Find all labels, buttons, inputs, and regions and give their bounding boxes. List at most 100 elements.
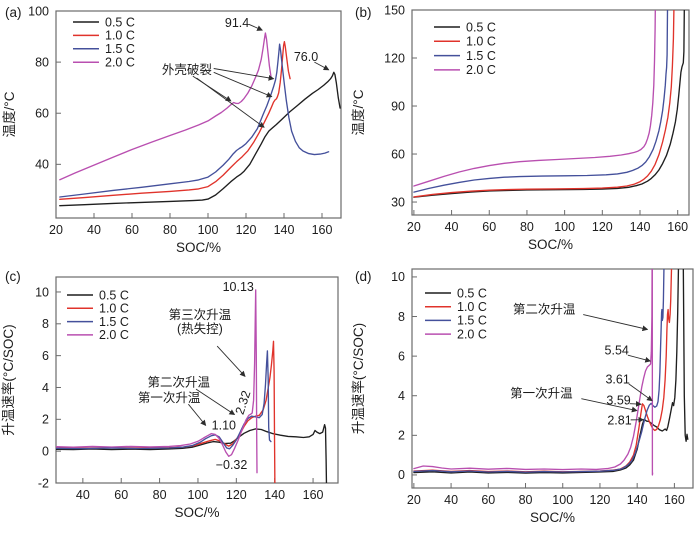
x-tick-label: 60 [482, 220, 496, 234]
y-axis-label: 升温速率(°C/SOC) [350, 323, 366, 434]
x-tick-label: 40 [445, 220, 459, 234]
y-tick-label: 150 [384, 3, 405, 17]
y-tick-label: 120 [384, 51, 405, 65]
panel-label-c: (c) [5, 269, 21, 284]
y-tick-label: 8 [42, 317, 49, 331]
x-tick-label: 140 [274, 223, 295, 237]
legend-label-1.5C: 1.5 C [105, 42, 135, 56]
annotation-text: 1.10 [212, 418, 236, 432]
legend-label-0.5C: 0.5 C [466, 20, 496, 34]
annotation-text: 第三次升温(热失控) [169, 308, 232, 336]
x-tick-label: 40 [444, 493, 458, 507]
x-tick-label: 40 [76, 488, 90, 502]
legend-label-0.5C: 0.5 C [105, 15, 135, 29]
panel-label-b: (b) [355, 5, 372, 20]
series-line-0.5C [414, 10, 684, 197]
series-line-1.5C [414, 10, 668, 192]
y-tick-label: 2 [398, 429, 405, 443]
annotation-text: 第一次升温 [510, 387, 573, 401]
annotation-arrow [217, 346, 245, 376]
y-tick-label: 10 [391, 270, 405, 284]
legend-label-1.5C: 1.5 C [466, 49, 496, 63]
x-tick-label: 80 [520, 220, 534, 234]
y-axis-label: 升温速率(°C/SOC) [0, 324, 16, 435]
x-tick-label: 20 [407, 220, 421, 234]
y-tick-label: 8 [398, 310, 405, 324]
legend-label-1.0C: 1.0 C [466, 35, 496, 49]
annotation-arrow [197, 78, 264, 127]
x-tick-label: 40 [87, 223, 101, 237]
annotation-text: 2.32 [233, 389, 254, 417]
annotation-text: 5.54 [605, 344, 629, 358]
legend-label-1.5C: 1.5 C [457, 314, 487, 328]
annotation-arrow [196, 389, 234, 414]
x-tick-label: 80 [163, 223, 177, 237]
series-line-2.0C [414, 10, 655, 186]
annotation-arrow [628, 355, 650, 361]
series-line-0.5C [60, 72, 340, 205]
y-tick-label: 30 [391, 195, 405, 209]
annotation-text: 第一次升温 [138, 391, 201, 405]
x-tick-label: 100 [554, 220, 575, 234]
annotation-arrow [630, 404, 641, 405]
y-tick-label: -2 [38, 476, 49, 490]
annotation-arrow [188, 404, 205, 425]
y-tick-label: 10 [35, 285, 49, 299]
legend-label-1.0C: 1.0 C [99, 302, 129, 316]
series-line-2.0C [60, 33, 271, 180]
x-axis-label: SOC/% [530, 510, 575, 525]
annotation-text: 3.61 [605, 372, 629, 386]
x-tick-label: 100 [198, 223, 219, 237]
annotation-text: 10.13 [223, 280, 254, 294]
x-tick-label: 60 [125, 223, 139, 237]
y-tick-label: 4 [42, 381, 49, 395]
panel-label-d: (d) [355, 269, 372, 284]
legend-label-0.5C: 0.5 C [457, 286, 487, 300]
x-tick-label: 120 [236, 223, 257, 237]
x-axis-label: SOC/% [174, 505, 219, 520]
y-tick-label: 0 [398, 468, 405, 482]
y-tick-label: 40 [35, 158, 49, 172]
x-tick-label: 20 [407, 493, 421, 507]
annotation-text: 第二次升温 [148, 376, 211, 390]
x-axis-label: SOC/% [528, 237, 573, 252]
legend-label-2.0C: 2.0 C [99, 328, 129, 342]
x-tick-label: 160 [667, 220, 688, 234]
x-tick-label: 80 [519, 493, 533, 507]
annotation-text: 76.0 [294, 50, 318, 64]
annotation-arrow [214, 72, 272, 96]
y-tick-label: 6 [398, 349, 405, 363]
y-axis-label: 温度/°C [2, 91, 17, 137]
axes-box [56, 11, 341, 218]
legend-label-0.5C: 0.5 C [99, 288, 129, 302]
legend-label-1.5C: 1.5 C [99, 315, 129, 329]
x-tick-label: 140 [264, 488, 285, 502]
y-tick-label: 60 [35, 107, 49, 121]
x-tick-label: 60 [114, 488, 128, 502]
legend-label-2.0C: 2.0 C [466, 63, 496, 77]
x-tick-label: 80 [153, 488, 167, 502]
x-tick-label: 20 [49, 223, 63, 237]
legend-label-1.0C: 1.0 C [105, 29, 135, 43]
y-tick-label: 6 [42, 349, 49, 363]
x-tick-label: 140 [627, 493, 648, 507]
y-tick-label: 4 [398, 389, 405, 403]
x-tick-label: 140 [630, 220, 651, 234]
annotation-arrow [249, 24, 262, 30]
y-axis-label: 温度/°C [351, 89, 366, 135]
annotation-text: 91.4 [225, 16, 249, 30]
x-tick-label: 160 [303, 488, 324, 502]
series-line-1.5C [414, 265, 664, 472]
y-tick-label: 2 [42, 413, 49, 427]
annotation-arrow [214, 69, 274, 79]
annotation-text: 2.81 [607, 413, 631, 427]
x-tick-label: 160 [664, 493, 685, 507]
legend-label-2.0C: 2.0 C [457, 327, 487, 341]
